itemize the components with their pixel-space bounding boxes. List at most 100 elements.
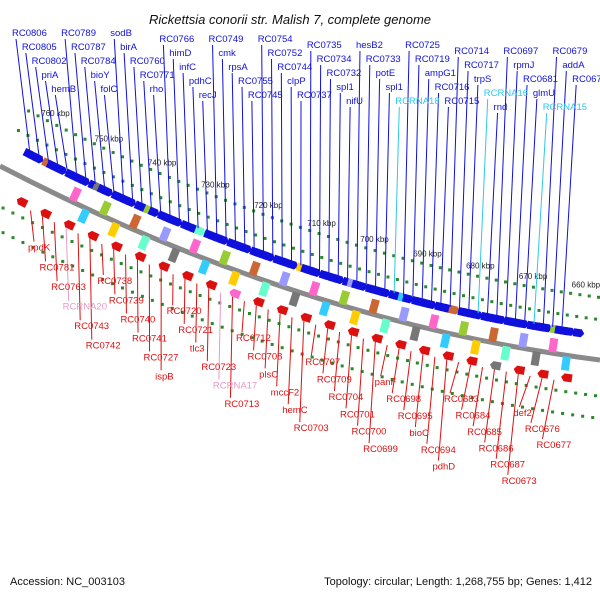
track-dot [180, 310, 184, 314]
track-dot [190, 314, 194, 318]
reverse-gene-label: mccF2 [271, 387, 300, 398]
gene-arrow [540, 323, 552, 333]
track-dot [27, 109, 31, 113]
gene-arrow [448, 304, 460, 315]
track-dot [267, 318, 271, 322]
track-dot [64, 152, 68, 156]
track-dot [45, 119, 49, 123]
track-dot [443, 289, 447, 293]
track-dot [130, 183, 134, 187]
gene-block [98, 200, 112, 217]
gene-arrow [193, 225, 206, 236]
forward-gene-label: RC0771 [140, 70, 175, 81]
gene-block [428, 313, 440, 330]
label-line [231, 72, 236, 243]
gene-glyph [338, 289, 351, 306]
label-line [136, 259, 139, 333]
label-line [77, 233, 81, 321]
reverse-gene-label: RC0698 [386, 394, 421, 405]
track-dot [410, 259, 414, 263]
track-dot [405, 359, 409, 363]
forward-gene-label: RC0745 [248, 90, 283, 101]
tick-label: 690 kbp [413, 249, 442, 258]
label-line [143, 80, 152, 209]
track-dot [390, 377, 394, 381]
reverse-gene-label: RC0739 [109, 295, 144, 306]
reverse-gene-label: RC0686 [479, 443, 514, 454]
gene-glyph [355, 280, 368, 291]
track-dot [121, 155, 125, 159]
track-dot [197, 211, 201, 215]
gene-glyph [560, 355, 571, 371]
track-dot [401, 256, 405, 260]
gene-glyph [188, 238, 202, 255]
track-dot [440, 389, 444, 393]
track-dot [494, 278, 498, 282]
gene-arrow [111, 241, 124, 252]
track-dot [36, 114, 40, 118]
genome-backbone [0, 163, 600, 363]
track-dot [405, 280, 409, 284]
track-dot [462, 294, 466, 298]
gene-arrow [276, 305, 289, 316]
track-dot [100, 253, 104, 257]
gene-glyph [78, 175, 90, 186]
gene-arrow [134, 251, 147, 263]
track-dot [485, 276, 489, 280]
track-dot [149, 192, 153, 196]
track-dot [188, 290, 192, 294]
track-dot [330, 361, 334, 365]
tick-label: 760 kbp [41, 109, 70, 118]
track-dot [111, 175, 115, 179]
gene-glyph [124, 196, 137, 208]
gene-arrow [240, 243, 252, 254]
track-dot [475, 374, 479, 378]
track-dot [31, 245, 35, 249]
label-line [280, 72, 283, 260]
forward-gene-label: RCRNA15 [543, 102, 587, 113]
gene-arrow [147, 206, 160, 218]
track-dot [450, 392, 454, 396]
label-line [505, 70, 518, 319]
track-dot [178, 204, 182, 208]
track-dot [21, 216, 25, 220]
dot-tracks [1, 109, 600, 420]
gene-glyph [263, 251, 275, 262]
label-line [514, 84, 528, 321]
track-dot [485, 376, 489, 380]
gene-glyph [332, 274, 345, 285]
label-line [251, 100, 255, 250]
track-dot [339, 261, 343, 265]
reverse-gene-label: RC0721 [178, 325, 213, 336]
track-dot [415, 361, 419, 365]
track-dot [460, 394, 464, 398]
label-line [542, 56, 558, 326]
reverse-gene-label: bioC [409, 428, 429, 439]
track-dot [140, 294, 144, 298]
gene-arrow [205, 280, 218, 291]
gene-block [137, 234, 151, 251]
label-line [393, 106, 400, 294]
track-dot [435, 366, 439, 370]
reverse-gene-label: RC0727 [144, 353, 179, 364]
gene-block [488, 327, 499, 343]
track-dot [565, 313, 569, 317]
track-dot [455, 370, 459, 374]
label-line [65, 227, 70, 301]
gene-block [158, 226, 172, 243]
track-dot [130, 159, 134, 163]
label-line [518, 375, 531, 408]
gene-glyph [240, 243, 252, 254]
track-dot [531, 407, 535, 411]
track-dot [380, 375, 384, 379]
track-dot [541, 408, 545, 412]
forward-gene-label: addA [562, 60, 585, 71]
forward-gene-label: RC0766 [159, 34, 194, 45]
gene-block [128, 213, 142, 230]
gene-block [379, 318, 391, 334]
gene-arrow [424, 299, 437, 310]
track-dot [270, 342, 274, 346]
forward-gene-label: glmU [533, 88, 555, 99]
track-dot [90, 248, 94, 252]
track-dot [370, 372, 374, 376]
